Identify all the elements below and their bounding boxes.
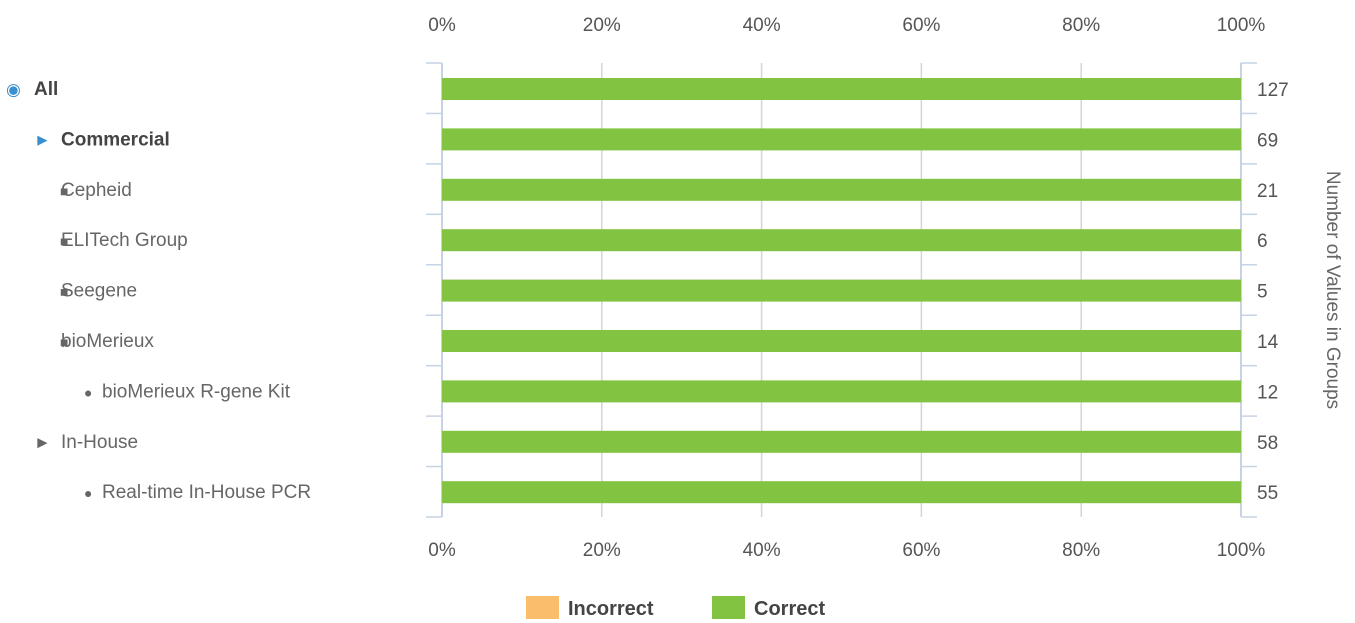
row-label-commercial[interactable]: Commercial (61, 129, 170, 150)
x-tick-label-bottom: 20% (583, 540, 621, 561)
x-tick-label-top: 40% (743, 15, 781, 36)
bar-correct-biomerieux-r-gene-kit (442, 380, 1241, 403)
count-label: 14 (1257, 332, 1279, 353)
count-label: 6 (1257, 231, 1268, 252)
count-label: 127 (1257, 80, 1289, 101)
legend-swatch-correct (712, 596, 745, 619)
row-marker-icon: ► (34, 433, 51, 452)
legend-label-correct: Correct (754, 598, 825, 620)
legend-item-correct[interactable]: Correct (712, 596, 825, 620)
x-tick-label-top: 100% (1217, 15, 1266, 36)
count-labels: 127 69 21 6 5 14 12 58 55 (1257, 80, 1289, 504)
count-label: 58 (1257, 433, 1278, 454)
row-marker-icon: ● (84, 384, 92, 400)
legend-item-incorrect[interactable]: Incorrect (526, 596, 654, 620)
row-label-all[interactable]: All (34, 79, 58, 100)
x-tick-label-bottom: 60% (902, 540, 940, 561)
row-label-biomerieux[interactable]: bioMerieux (61, 331, 154, 352)
tick-labels: 0% 0% 20% 20% 40% 40% 60% 60% 80% 80% 100% 100% (428, 15, 1265, 561)
row-marker-icon: ■ (60, 183, 68, 199)
x-tick-label-top: 0% (428, 15, 456, 36)
count-label: 21 (1257, 181, 1278, 202)
row-marker-icon: ■ (60, 233, 68, 249)
x-tick-label-top: 20% (583, 15, 621, 36)
count-label: 55 (1257, 483, 1278, 504)
legend-label-incorrect: Incorrect (568, 598, 654, 620)
x-tick-label-top: 60% (902, 15, 940, 36)
row-marker-icon: ● (84, 485, 92, 501)
row-marker-icon: ■ (60, 284, 68, 300)
bar-correct-seegene (442, 279, 1241, 302)
row-label-real-time-in-house-pcr[interactable]: Real-time In-House PCR (102, 482, 311, 503)
bar-correct-biomerieux (442, 330, 1241, 352)
row-marker-icon: ■ (60, 334, 68, 350)
bar-correct-real-time-in-house-pcr (442, 481, 1241, 504)
count-label: 12 (1257, 382, 1278, 403)
x-tick-label-bottom: 80% (1062, 540, 1100, 561)
secondary-axis-title: Number of Values in Groups (1322, 171, 1343, 409)
row-label-cepheid[interactable]: Cepheid (61, 180, 132, 201)
row-label-biomerieux-r-gene-kit[interactable]: bioMerieux R-gene Kit (102, 381, 291, 402)
row-label-in-house[interactable]: In-House (61, 432, 138, 453)
x-tick-label-top: 80% (1062, 15, 1100, 36)
row-marker-icon: ◉ (6, 80, 21, 99)
bar-correct-cepheid (442, 178, 1241, 201)
bar-correct-elitech-group (442, 229, 1241, 252)
count-label: 69 (1257, 130, 1278, 151)
legend[interactable]: Incorrect Correct (526, 596, 825, 620)
legend-swatch-incorrect (526, 596, 559, 619)
x-tick-label-bottom: 100% (1217, 540, 1266, 561)
count-label: 5 (1257, 282, 1268, 303)
category-labels[interactable]: ◉ All► Commercial■Cepheid■ELITech Group■Se… (6, 79, 311, 503)
row-label-seegene[interactable]: Seegene (61, 281, 137, 302)
bar-correct-in-house (442, 430, 1241, 453)
bar-correct-commercial (442, 128, 1241, 151)
bar-correct-all (442, 78, 1241, 100)
x-tick-label-bottom: 0% (428, 540, 456, 561)
bars (442, 78, 1241, 504)
row-marker-icon: ► (34, 130, 51, 149)
row-label-elitech-group[interactable]: ELITech Group (61, 230, 188, 251)
x-tick-label-bottom: 40% (743, 540, 781, 561)
